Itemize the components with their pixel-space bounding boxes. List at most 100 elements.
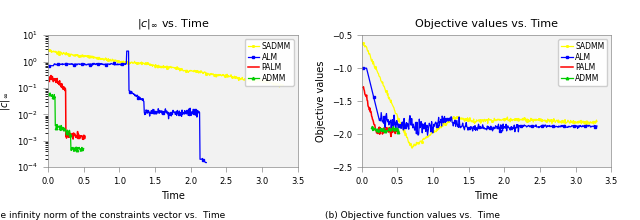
ADMM — [73, 150, 81, 153]
SADMM — [408, 147, 416, 149]
ADMM — [63, 129, 71, 132]
ADMM — [382, 129, 390, 132]
ALM — [196, 158, 204, 161]
ADMM — [393, 130, 401, 132]
Y-axis label: $|c|_\infty$: $|c|_\infty$ — [0, 92, 12, 111]
ADMM — [372, 129, 380, 132]
ADMM — [369, 126, 376, 128]
ALM — [387, 128, 395, 130]
ADMM — [370, 129, 378, 132]
SADMM — [202, 73, 210, 75]
Y-axis label: Objective values: Objective values — [316, 61, 326, 142]
ADMM — [45, 92, 53, 95]
Line: ALM: ALM — [362, 67, 598, 136]
SADMM — [222, 74, 230, 76]
ALM — [45, 64, 53, 67]
Legend: SADMM, ALM, PALM, ADMM: SADMM, ALM, PALM, ADMM — [558, 39, 607, 86]
SADMM — [359, 42, 367, 44]
SADMM — [88, 57, 95, 59]
SADMM — [486, 118, 494, 121]
ALM — [530, 125, 538, 128]
Title: Objective values vs. Time: Objective values vs. Time — [415, 19, 558, 29]
SADMM — [499, 118, 506, 121]
ADMM — [374, 129, 382, 131]
Line: ADMM: ADMM — [371, 125, 400, 134]
ADMM — [374, 129, 381, 132]
ADMM — [388, 129, 396, 131]
ADMM — [394, 127, 401, 129]
PALM — [53, 77, 61, 80]
PALM — [384, 129, 392, 132]
ADMM — [383, 130, 390, 133]
SADMM — [593, 120, 601, 123]
ADMM — [377, 128, 385, 130]
SADMM — [552, 121, 559, 124]
PALM — [81, 135, 89, 138]
PALM — [392, 132, 399, 135]
ADMM — [369, 129, 377, 132]
PALM — [79, 138, 87, 141]
ALM — [507, 126, 515, 129]
ALM — [139, 99, 147, 102]
ADMM — [390, 129, 398, 132]
ALM — [359, 67, 367, 70]
ADMM — [380, 127, 387, 130]
ADMM — [79, 148, 86, 150]
PALM — [395, 130, 403, 133]
ADMM — [395, 129, 403, 132]
ADMM — [390, 128, 397, 130]
PALM — [47, 74, 55, 77]
ADMM — [378, 130, 386, 133]
ADMM — [372, 129, 380, 132]
ADMM — [384, 129, 392, 132]
ADMM — [371, 128, 378, 130]
ADMM — [386, 128, 394, 131]
ALM — [202, 161, 210, 164]
ADMM — [380, 128, 388, 131]
SADMM — [472, 121, 480, 123]
ALM — [529, 124, 536, 127]
ADMM — [387, 129, 394, 131]
Line: SADMM: SADMM — [48, 49, 285, 88]
ALM — [130, 93, 138, 95]
ADMM — [385, 127, 393, 129]
SADMM — [184, 70, 191, 73]
SADMM — [47, 49, 54, 51]
ADMM — [392, 127, 399, 130]
ADMM — [52, 126, 60, 129]
Title: $|c|_\infty$ vs. Time: $|c|_\infty$ vs. Time — [136, 17, 209, 31]
ADMM — [386, 130, 394, 132]
ADMM — [369, 129, 377, 131]
SADMM — [588, 121, 596, 124]
ALM — [201, 160, 209, 163]
Text: (b) Objective function values vs.  Time: (b) Objective function values vs. Time — [325, 211, 500, 220]
ADMM — [380, 130, 387, 133]
ADMM — [383, 129, 391, 132]
PALM — [383, 126, 390, 129]
ADMM — [373, 128, 381, 130]
ADMM — [376, 130, 383, 133]
SADMM — [106, 59, 114, 62]
ALM — [593, 125, 601, 127]
ADMM — [391, 127, 399, 130]
SADMM — [45, 49, 53, 51]
X-axis label: Time: Time — [474, 191, 499, 202]
PALM — [376, 126, 383, 128]
PALM — [56, 82, 63, 84]
ADMM — [376, 127, 384, 130]
ADMM — [77, 148, 85, 151]
SADMM — [471, 122, 479, 125]
PALM — [360, 85, 367, 88]
ADMM — [381, 130, 389, 132]
ADMM — [80, 147, 88, 150]
PALM — [81, 138, 88, 140]
Line: PALM: PALM — [49, 75, 85, 139]
ALM — [452, 122, 460, 125]
ADMM — [392, 127, 400, 129]
Line: SADMM: SADMM — [362, 42, 598, 149]
Line: PALM: PALM — [363, 87, 399, 136]
ADMM — [375, 131, 383, 134]
ADMM — [376, 128, 383, 131]
ADMM — [67, 133, 74, 136]
ADMM — [393, 128, 401, 131]
